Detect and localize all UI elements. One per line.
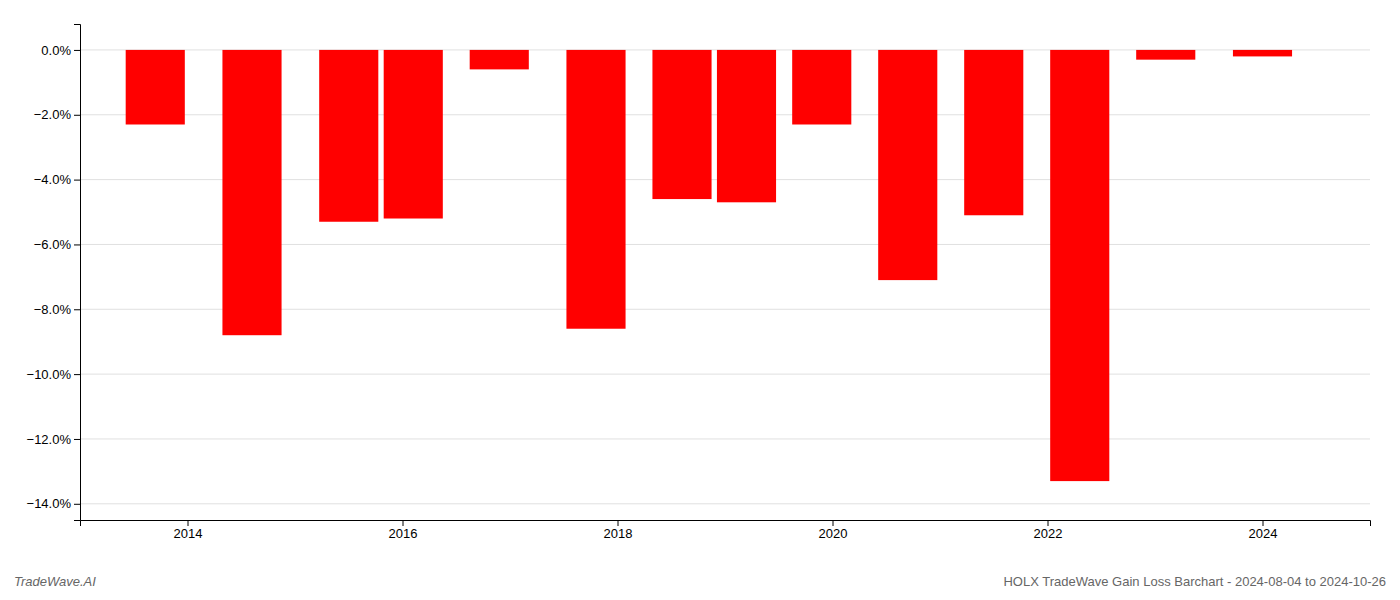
bar [792, 50, 851, 125]
x-tick-label: 2024 [1249, 526, 1278, 541]
x-tick: 2018 [604, 520, 633, 541]
y-tick: −2.0% [34, 107, 80, 122]
bar [319, 50, 378, 222]
y-tick: −4.0% [34, 172, 80, 187]
y-tick: −10.0% [27, 367, 80, 382]
x-tick-mark [1263, 520, 1264, 526]
x-tick-mark [618, 520, 619, 526]
bar [384, 50, 443, 219]
y-tick: 0.0% [41, 43, 80, 58]
x-tick-label: 2022 [1034, 526, 1063, 541]
plot: 0.0% −2.0% −4.0% −6.0% −8.0% −10.0% −12.0% −14.… [27, 25, 1371, 542]
y-tick: −6.0% [34, 237, 80, 252]
y-tick-mark [74, 309, 80, 310]
x-tick-mark [403, 520, 404, 526]
x-tick: 2014 [174, 520, 203, 541]
y-tick-mark [74, 115, 80, 116]
x-tick: 2024 [1249, 520, 1278, 541]
bar [126, 50, 185, 125]
footer-right: HOLX TradeWave Gain Loss Barchart - 2024… [1003, 574, 1386, 589]
y-tick-label: −2.0% [34, 107, 72, 122]
bar [964, 50, 1023, 215]
y-tick-mark [74, 244, 80, 245]
y-tick-label: 0.0% [41, 43, 71, 58]
x-axis: 2014 2016 2018 2020 2022 2024 [81, 520, 1371, 541]
y-tick-label: −6.0% [34, 237, 72, 252]
bar [652, 50, 711, 199]
y-tick-label: −12.0% [27, 432, 72, 447]
y-tick-label: −10.0% [27, 367, 72, 382]
footer-left: TradeWave.AI [14, 574, 96, 589]
y-tick-label: −4.0% [34, 172, 72, 187]
y-tick-label: −14.0% [27, 496, 72, 511]
y-tick-mark [74, 50, 80, 51]
grid-line [80, 374, 1370, 375]
x-tick: 2020 [819, 520, 848, 541]
bars [126, 50, 1292, 481]
grid-line [80, 503, 1370, 504]
grid-line [80, 438, 1370, 439]
x-tick-label: 2014 [174, 526, 203, 541]
y-axis-line [74, 25, 81, 521]
bar [222, 50, 281, 335]
x-tick-label: 2020 [819, 526, 848, 541]
y-tick-mark [74, 439, 80, 440]
x-tick-label: 2016 [389, 526, 418, 541]
bar [1233, 50, 1292, 56]
x-axis-line [81, 521, 1371, 527]
bar [1050, 50, 1109, 481]
bar [717, 50, 776, 202]
bar [566, 50, 625, 329]
y-tick: −12.0% [27, 432, 80, 447]
bar [878, 50, 937, 280]
x-tick: 2022 [1034, 520, 1063, 541]
x-tick: 2016 [389, 520, 418, 541]
x-tick-label: 2018 [604, 526, 633, 541]
x-tick-mark [188, 520, 189, 526]
y-tick: −14.0% [27, 496, 80, 511]
bar [1136, 50, 1195, 60]
y-tick: −8.0% [34, 302, 80, 317]
x-tick-mark [1048, 520, 1049, 526]
y-tick-mark [74, 504, 80, 505]
chart: 0.0% −2.0% −4.0% −6.0% −8.0% −10.0% −12.0% −14.… [0, 0, 1400, 600]
y-tick-label: −8.0% [34, 302, 72, 317]
y-tick-mark [74, 374, 80, 375]
bar [470, 50, 529, 69]
grid [80, 50, 1370, 504]
y-axis: 0.0% −2.0% −4.0% −6.0% −8.0% −10.0% −12.0% −14.… [27, 25, 81, 521]
x-tick-mark [833, 520, 834, 526]
y-tick-mark [74, 180, 80, 181]
